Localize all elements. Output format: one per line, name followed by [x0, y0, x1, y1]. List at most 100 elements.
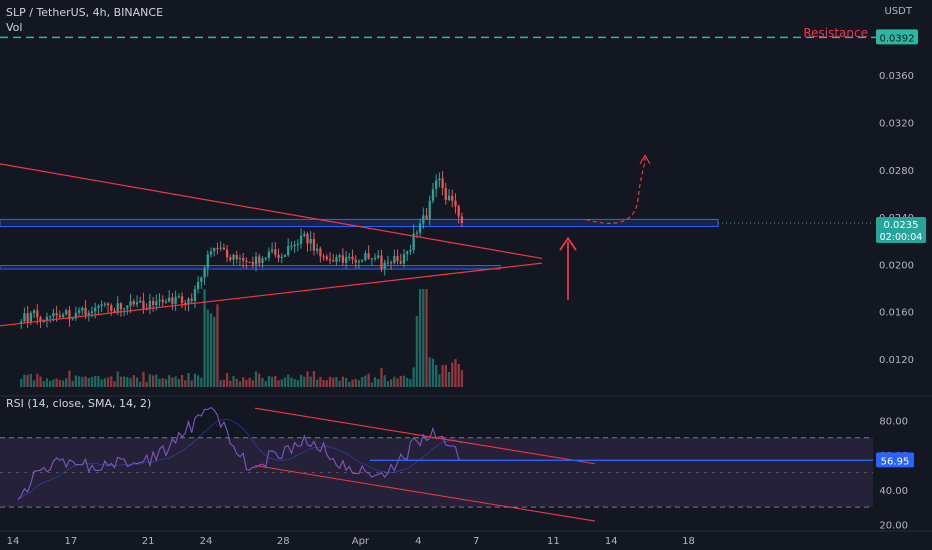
price-tick-label: 0.0160 [879, 308, 914, 319]
price-tick-label: 0.0120 [879, 355, 914, 366]
volume-bar [206, 309, 209, 387]
candle-body [190, 298, 193, 301]
volume-bar [26, 374, 29, 387]
candle-body [42, 320, 45, 322]
volume-bar [357, 380, 361, 387]
resistance-label: Resistance [803, 26, 868, 40]
candle-body [158, 299, 161, 302]
candle-body [26, 313, 29, 322]
volume-bar [229, 380, 232, 387]
volume-indicator-label[interactable]: Vol [6, 21, 23, 34]
volume-bar [225, 372, 229, 387]
candle-body [370, 258, 373, 260]
countdown-label: 02:00:04 [880, 232, 923, 243]
candle-body [431, 189, 435, 201]
candle-body [277, 254, 280, 258]
volume-bar [129, 378, 132, 387]
candle-body [168, 297, 171, 302]
candle-body [438, 178, 441, 181]
volume-bar [238, 381, 242, 387]
candle-body [148, 300, 152, 310]
candle-body [74, 312, 78, 319]
volume-bar [39, 376, 42, 387]
candle-body [206, 254, 209, 268]
volume-bar [393, 376, 396, 387]
volume-bar [164, 379, 168, 387]
candle-body [68, 310, 71, 320]
candle-body [151, 300, 155, 306]
candle-body [45, 316, 49, 321]
candle-body [344, 257, 348, 263]
candle-body [325, 256, 328, 260]
candle-body [409, 249, 412, 252]
candle-body [81, 307, 84, 311]
volume-bar [58, 380, 61, 387]
volume-bar [106, 377, 110, 387]
candle-body [90, 311, 94, 313]
candle-body [106, 303, 110, 306]
volume-bar [328, 376, 332, 387]
candle-body [332, 260, 335, 262]
volume-bar [332, 377, 335, 387]
rsi-lower-channel [254, 464, 596, 522]
arrow-up-head [559, 236, 577, 251]
candle-body [377, 255, 380, 258]
candle-body [447, 195, 451, 200]
volume-bar [309, 376, 312, 387]
candle-body [65, 310, 68, 315]
volume-bar [303, 376, 306, 387]
volume-bar [216, 304, 219, 387]
candle-body [232, 254, 235, 260]
drawing-lines: Resistance [0, 26, 876, 327]
ascending-trendline [0, 262, 543, 327]
last-price-label: 0.0235 [884, 220, 919, 231]
volume-bar [103, 378, 106, 387]
projected-path [585, 157, 646, 224]
volume-bar [444, 364, 447, 387]
volume-bar [451, 362, 454, 387]
volume-bar [113, 381, 116, 387]
candle-body [180, 296, 184, 303]
volume-bar [390, 379, 393, 387]
time-tick-label: 14 [605, 536, 618, 547]
volume-bar [290, 377, 293, 387]
candle-body [219, 247, 222, 249]
candle-body [399, 261, 402, 264]
candle-body [328, 259, 332, 261]
candle-body [200, 277, 203, 283]
candle-body [126, 305, 129, 309]
volume-bar [151, 375, 155, 387]
volume-bar [94, 375, 97, 387]
rsi-indicator-label[interactable]: RSI (14, close, SMA, 14, 2) [6, 397, 152, 410]
volume-bar [447, 371, 451, 387]
volume-bar [258, 373, 261, 387]
candle-body [435, 180, 438, 190]
volume-bar [245, 379, 248, 387]
rsi-value-tag [876, 452, 914, 468]
time-tick-label: 14 [7, 536, 20, 547]
volume-bar [406, 377, 409, 387]
volume-bar [396, 378, 399, 387]
candle-body [164, 301, 168, 303]
candle-body [139, 300, 142, 303]
candle-body [270, 249, 274, 252]
volume-bar [341, 376, 345, 387]
symbol-header[interactable]: SLP / TetherUS, 4h, BINANCE [6, 6, 164, 19]
candle-body [39, 317, 42, 322]
volume-bar [184, 380, 187, 387]
candle-body [103, 303, 106, 305]
candle-body [422, 215, 425, 224]
candle-body [245, 260, 248, 262]
candle-body [396, 255, 399, 262]
time-tick-label: 7 [473, 536, 479, 547]
volume-bar [248, 377, 251, 387]
volume-bar [438, 374, 441, 387]
price-tick-label: 0.0200 [879, 260, 914, 271]
price-tick-label: 0.0360 [879, 71, 914, 82]
volume-bar [190, 380, 193, 387]
projected-arrowhead [639, 154, 651, 165]
resistance-price-label: 0.0392 [880, 33, 915, 44]
candle-body [225, 249, 229, 258]
volume-bar [87, 377, 90, 387]
